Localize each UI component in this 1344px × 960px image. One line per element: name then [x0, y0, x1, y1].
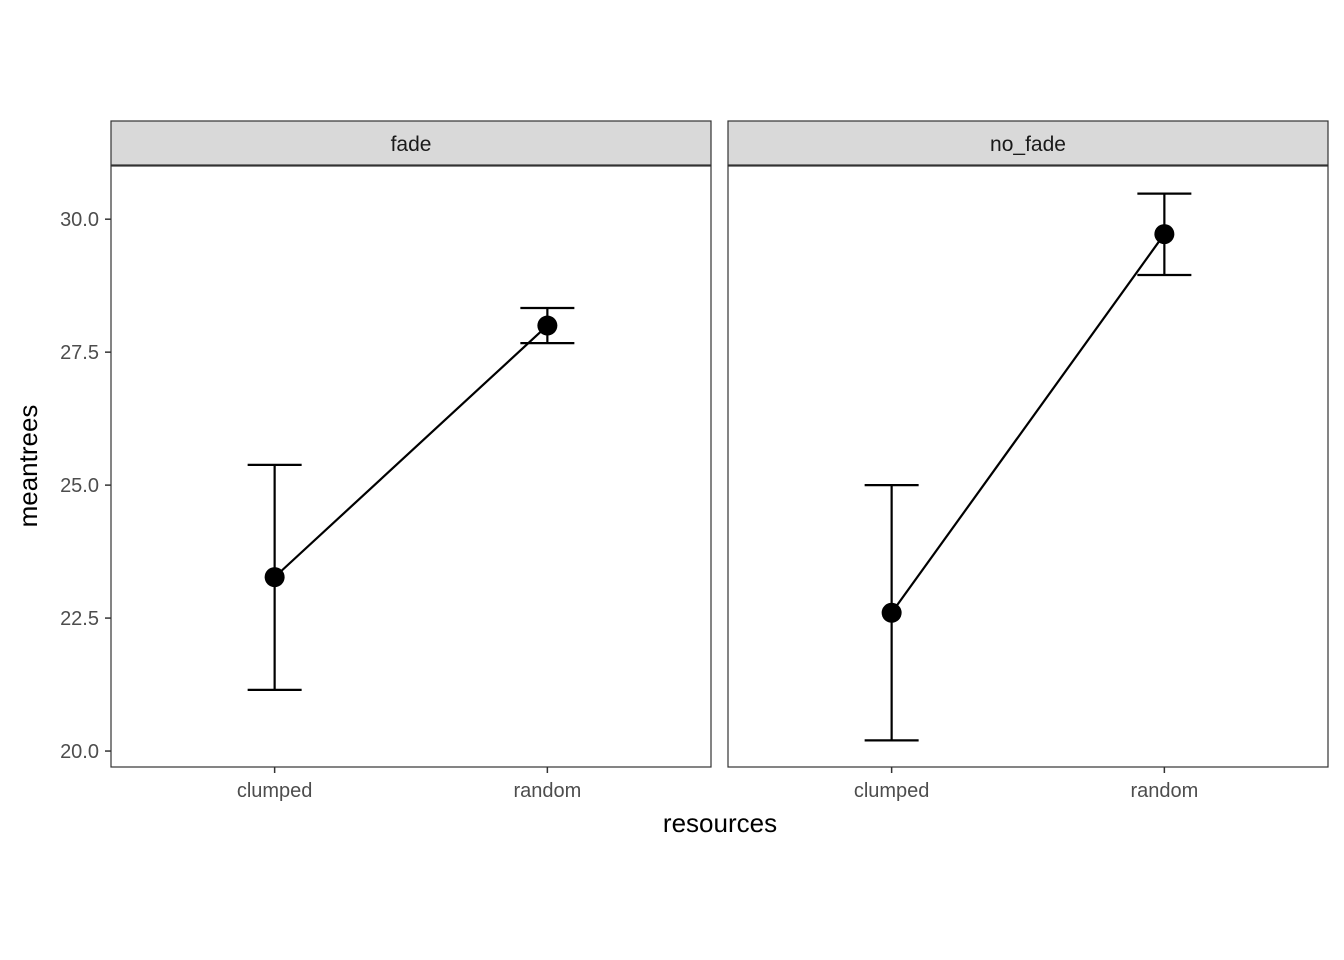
facet-strip-label: no_fade — [990, 133, 1066, 156]
x-tick-label: random — [513, 780, 581, 802]
facet-fade: fade clumped random — [110, 120, 712, 802]
x-axis-title: resources — [663, 808, 777, 838]
data-point — [264, 567, 285, 588]
y-tick-label: 25.0 — [60, 475, 99, 497]
x-tick-label: random — [1130, 780, 1198, 802]
x-tick-label: clumped — [854, 780, 930, 802]
y-axis: 20.0 22.5 25.0 27.5 30.0 — [60, 209, 111, 763]
y-tick-label: 27.5 — [60, 342, 99, 364]
y-tick-label: 22.5 — [60, 608, 99, 630]
x-tick-label: clumped — [237, 780, 313, 802]
facet-panel-background — [727, 165, 1329, 768]
data-point — [537, 315, 558, 336]
facet-strip — [727, 120, 1329, 166]
y-axis-title: meantrees — [13, 405, 43, 528]
facet-strip-label: fade — [391, 133, 432, 156]
y-tick-label: 30.0 — [60, 209, 99, 231]
data-point — [881, 602, 902, 623]
y-tick-label: 20.0 — [60, 741, 99, 763]
series-line — [273, 324, 549, 578]
data-point — [1154, 224, 1175, 245]
series-line — [890, 233, 1166, 614]
facet-strip — [110, 120, 712, 166]
facet-panel-background — [110, 165, 712, 768]
